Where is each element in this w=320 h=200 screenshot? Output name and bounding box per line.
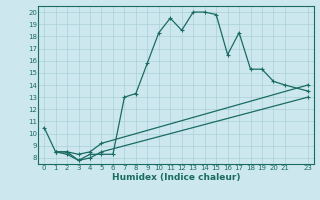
X-axis label: Humidex (Indice chaleur): Humidex (Indice chaleur) [112,173,240,182]
